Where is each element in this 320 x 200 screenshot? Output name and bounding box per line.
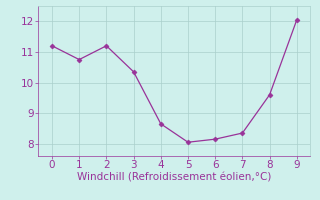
X-axis label: Windchill (Refroidissement éolien,°C): Windchill (Refroidissement éolien,°C) xyxy=(77,173,272,183)
